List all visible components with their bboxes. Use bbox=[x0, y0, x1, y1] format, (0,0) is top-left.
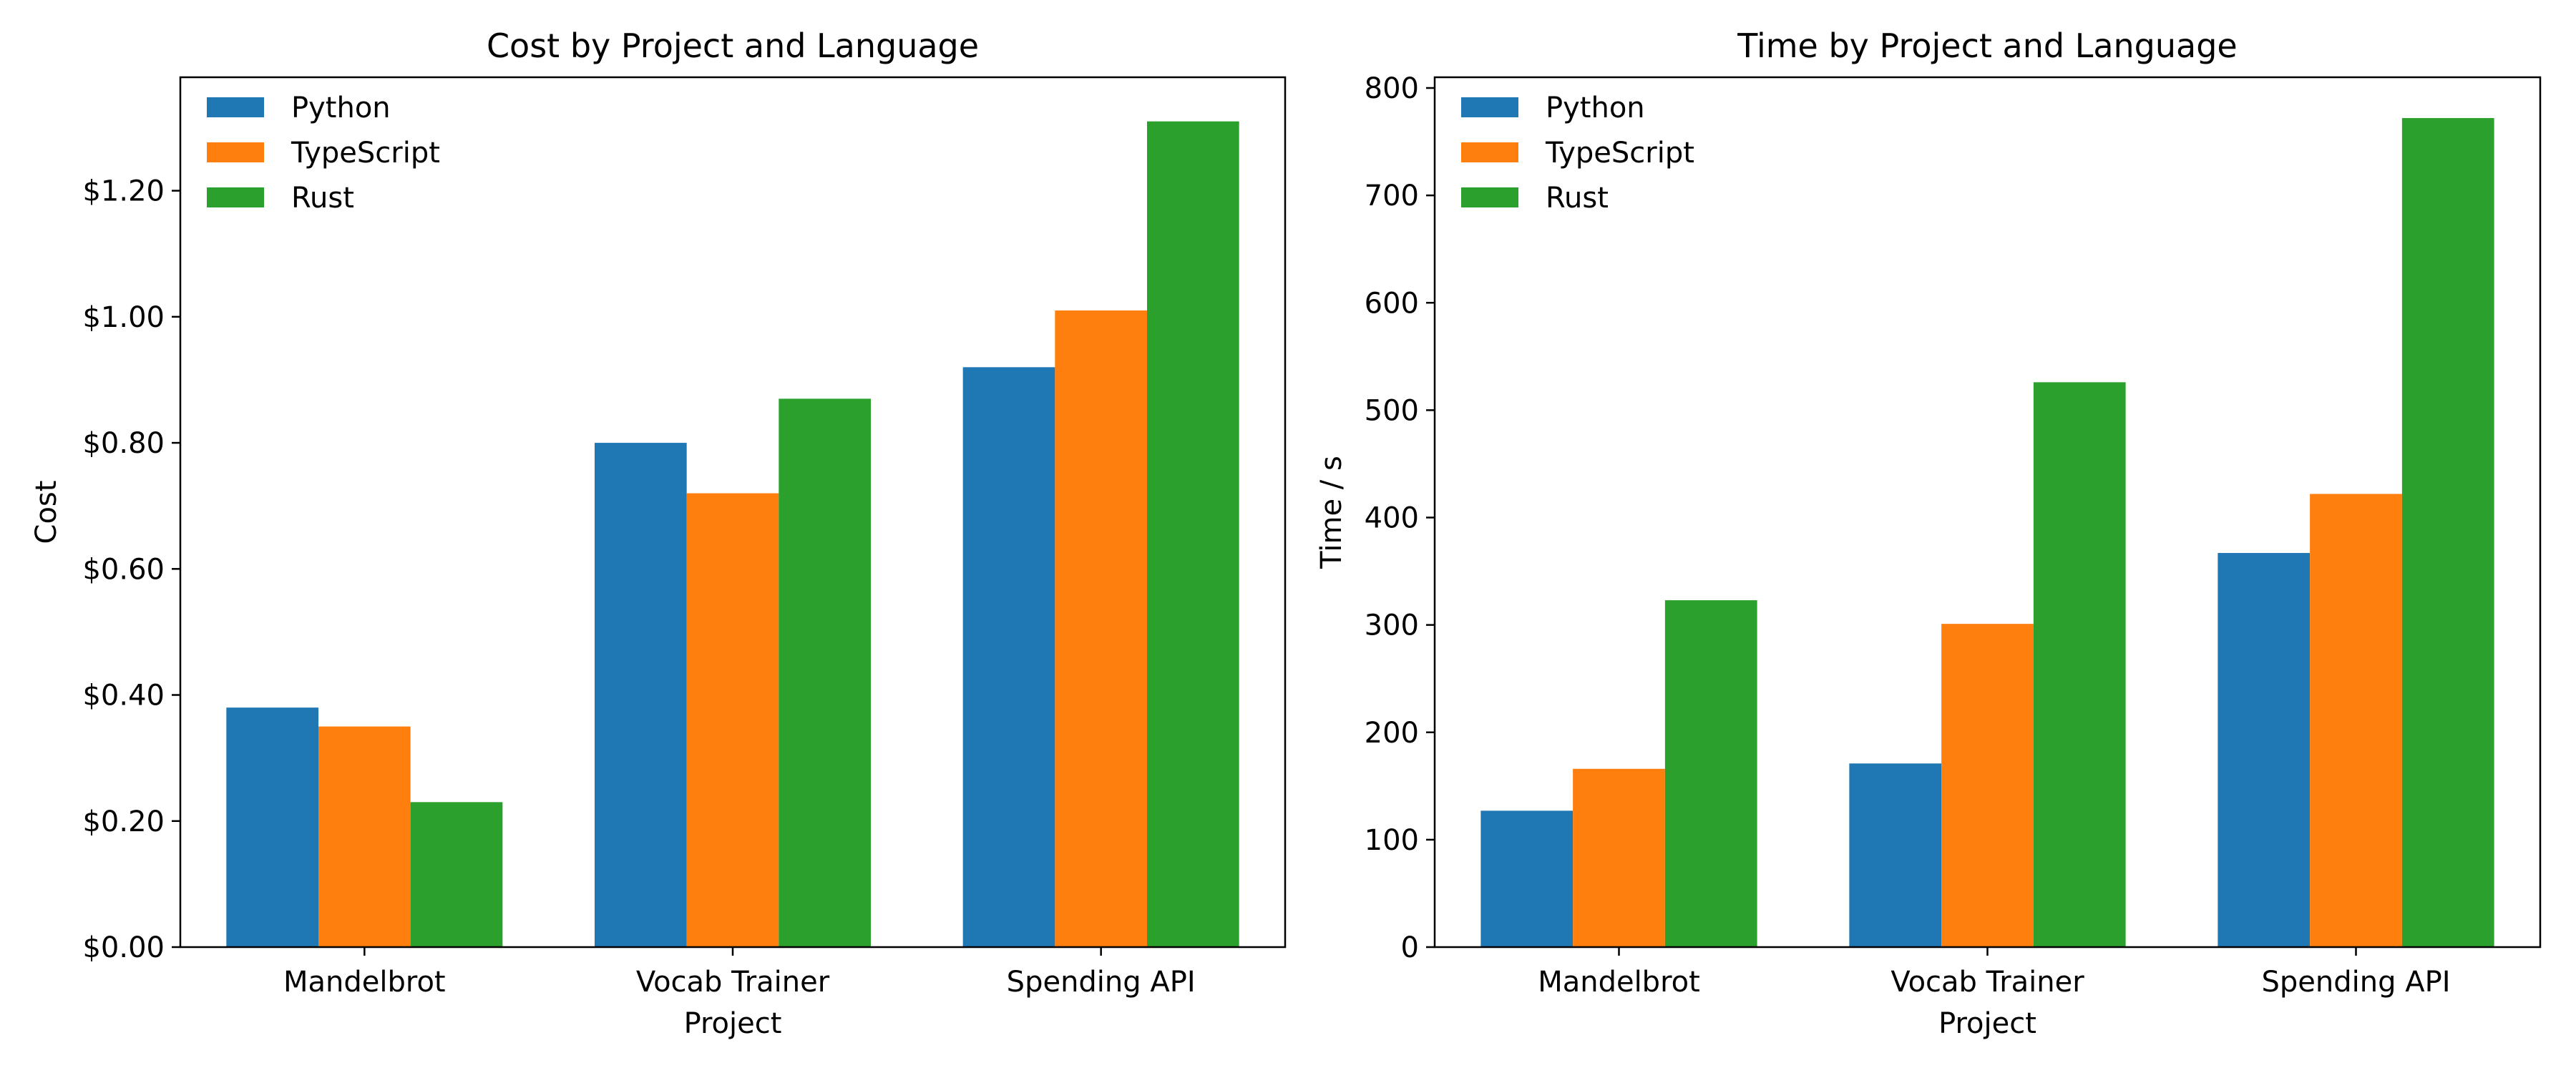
time-chart: Time by Project and Language 0 100 200 300 40… bbox=[1315, 26, 2542, 1040]
y-tick-label: 300 bbox=[1365, 609, 1419, 642]
bar-python-vocab-trainer bbox=[1849, 763, 1942, 947]
x-tick-label: Spending API bbox=[1007, 966, 1196, 999]
bar-rust-mandelbrot bbox=[410, 802, 503, 947]
bar-rust-vocab-trainer bbox=[779, 398, 871, 947]
legend-label-rust: Rust bbox=[291, 182, 354, 215]
legend-swatch-rust bbox=[1461, 187, 1518, 207]
bar-typescript-mandelbrot bbox=[1573, 768, 1665, 947]
legend: Python TypeScript Rust bbox=[1461, 92, 1694, 215]
y-tick-label: $0.20 bbox=[82, 805, 165, 838]
x-axis-label: Project bbox=[1938, 1007, 2036, 1040]
legend-swatch-rust bbox=[207, 187, 264, 207]
y-tick-label: 100 bbox=[1365, 824, 1419, 857]
bar-typescript-mandelbrot bbox=[318, 726, 411, 947]
bar-typescript-vocab-trainer bbox=[686, 493, 779, 947]
x-tick-label: Mandelbrot bbox=[283, 966, 446, 999]
cost-chart: Cost by Project and Language $0.00 $0.20 $0… bbox=[30, 26, 1287, 1040]
y-tick-label: $0.40 bbox=[82, 680, 165, 712]
bar-typescript-spending-api bbox=[2310, 494, 2402, 947]
y-axis-label: Time / s bbox=[1315, 456, 1348, 569]
legend-swatch-typescript bbox=[1461, 142, 1518, 162]
y-tick-label: 0 bbox=[1401, 931, 1419, 964]
bar-python-mandelbrot bbox=[1480, 810, 1574, 947]
y-tick-label: 600 bbox=[1365, 287, 1419, 320]
y-tick-label: 800 bbox=[1365, 72, 1419, 105]
y-tick-label: 700 bbox=[1365, 180, 1419, 212]
legend-swatch-python bbox=[207, 97, 264, 117]
chart-title: Cost by Project and Language bbox=[487, 26, 979, 65]
x-tick-label: Vocab Trainer bbox=[636, 966, 830, 999]
bar-rust-vocab-trainer bbox=[2033, 382, 2126, 947]
x-tick-label: Vocab Trainer bbox=[1890, 966, 2084, 999]
x-tick-label: Mandelbrot bbox=[1538, 966, 1700, 999]
bar-python-spending-api bbox=[2218, 553, 2311, 947]
chart-title: Time by Project and Language bbox=[1737, 26, 2237, 65]
legend-label-python: Python bbox=[1546, 92, 1645, 124]
y-tick-label: $1.20 bbox=[82, 175, 165, 208]
legend: Python TypeScript Rust bbox=[207, 92, 440, 215]
legend-label-typescript: TypeScript bbox=[1545, 137, 1694, 170]
bar-python-spending-api bbox=[962, 367, 1055, 947]
bar-rust-spending-api bbox=[2401, 118, 2494, 948]
y-tick-label: 500 bbox=[1365, 394, 1419, 427]
x-tick-label: Spending API bbox=[2262, 966, 2451, 999]
bar-typescript-vocab-trainer bbox=[1941, 624, 2034, 947]
legend-swatch-typescript bbox=[207, 142, 264, 162]
bar-python-mandelbrot bbox=[226, 707, 318, 947]
y-tick-label: 200 bbox=[1365, 717, 1419, 750]
bar-python-vocab-trainer bbox=[595, 443, 687, 947]
y-tick-label: 400 bbox=[1365, 502, 1419, 535]
bar-rust-mandelbrot bbox=[1664, 600, 1757, 947]
y-tick-label: $1.00 bbox=[82, 301, 165, 334]
legend-label-rust: Rust bbox=[1546, 182, 1609, 215]
legend-swatch-python bbox=[1461, 97, 1518, 117]
y-axis-label: Cost bbox=[30, 481, 63, 544]
y-tick-label: $0.00 bbox=[82, 931, 165, 964]
legend-label-python: Python bbox=[291, 92, 391, 124]
y-tick-label: $0.60 bbox=[82, 553, 165, 586]
y-tick-label: $0.80 bbox=[82, 427, 165, 460]
bar-typescript-spending-api bbox=[1055, 310, 1147, 947]
x-axis-label: Project bbox=[684, 1007, 782, 1040]
legend-label-typescript: TypeScript bbox=[291, 137, 440, 170]
bar-rust-spending-api bbox=[1147, 121, 1239, 947]
